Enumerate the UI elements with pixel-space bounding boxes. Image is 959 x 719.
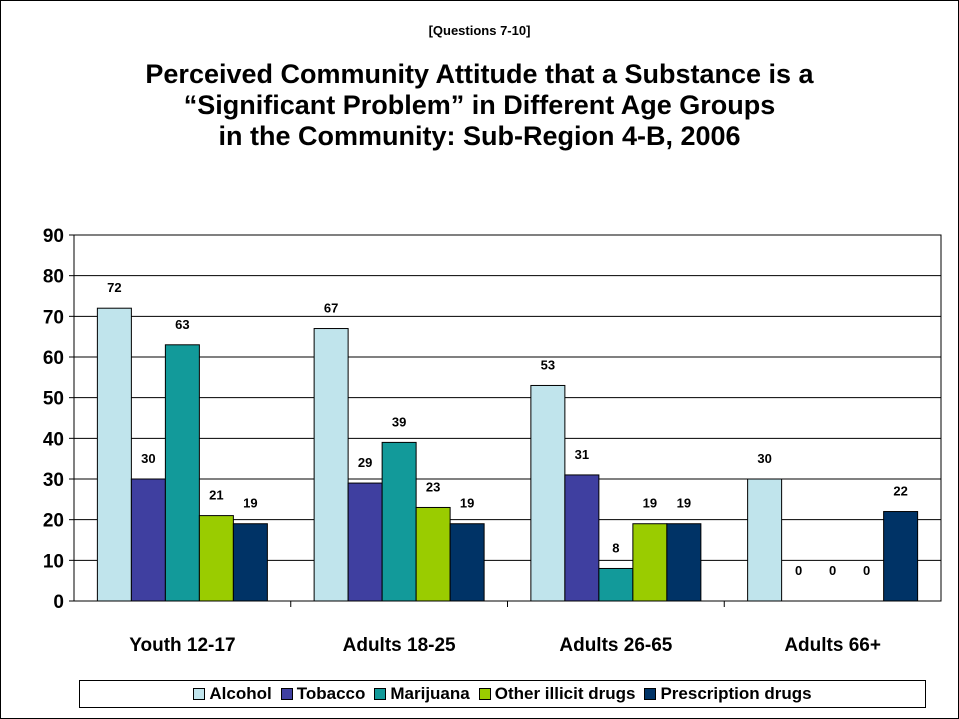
data-label-tobacco-youth-12-17: 30 xyxy=(141,451,155,466)
bar-tobacco-adults-18-25 xyxy=(347,482,383,602)
data-label-prescription-drugs-youth-12-17: 19 xyxy=(243,496,257,511)
y-tick-label-70: 70 xyxy=(43,307,64,328)
data-label-alcohol-adults-66: 30 xyxy=(757,451,771,466)
data-label-alcohol-youth-12-17: 72 xyxy=(107,280,121,295)
data-label-marijuana-adults-26-65: 8 xyxy=(612,540,619,555)
data-label-marijuana-youth-12-17: 63 xyxy=(175,317,189,332)
y-tick-label-90: 90 xyxy=(43,226,64,247)
legend-label-tobacco: Tobacco xyxy=(296,684,366,703)
legend-swatch-prescription-drugs xyxy=(644,688,657,700)
data-label-alcohol-adults-18-25: 67 xyxy=(324,301,338,316)
legend-label-other-illicit-drugs: Other illicit drugs xyxy=(494,684,636,703)
bar-prescription-drugs-adults-26-65 xyxy=(666,523,702,602)
legend-item-other-illicit-drugs: Other illicit drugs xyxy=(478,684,636,704)
data-label-other-illicit-drugs-adults-18-25: 23 xyxy=(426,479,440,494)
y-tick-label-80: 80 xyxy=(43,267,64,288)
chart-title-line-1: Perceived Community Attitude that a Subs… xyxy=(145,59,814,89)
bar-alcohol-adults-18-25 xyxy=(313,328,349,602)
bar-marijuana-adults-18-25 xyxy=(381,441,417,602)
x-tick-label-youth-12-17: Youth 12-17 xyxy=(129,635,235,656)
data-label-other-illicit-drugs-youth-12-17: 21 xyxy=(209,488,223,503)
bar-prescription-drugs-adults-18-25 xyxy=(449,523,485,602)
bar-other-illicit-drugs-youth-12-17 xyxy=(198,515,234,602)
data-label-marijuana-adults-66: 0 xyxy=(829,563,836,578)
y-tick-label-20: 20 xyxy=(43,511,64,532)
x-tick-label-adults-66: Adults 66+ xyxy=(784,635,881,656)
y-tick-label-10: 10 xyxy=(43,551,64,572)
bar-other-illicit-drugs-adults-26-65 xyxy=(632,523,668,602)
legend-item-marijuana: Marijuana xyxy=(374,684,470,704)
legend-item-prescription-drugs: Prescription drugs xyxy=(644,684,812,704)
chart-title-line-3: in the Community: Sub-Region 4-B, 2006 xyxy=(218,121,741,151)
y-tick-label-50: 50 xyxy=(43,389,64,410)
data-label-tobacco-adults-26-65: 31 xyxy=(575,447,589,462)
legend-item-alcohol: Alcohol xyxy=(193,684,272,704)
legend-swatch-tobacco xyxy=(280,688,293,700)
bar-marijuana-youth-12-17 xyxy=(164,344,200,602)
legend-item-tobacco: Tobacco xyxy=(280,684,366,704)
legend-label-marijuana: Marijuana xyxy=(390,684,470,703)
bar-alcohol-adults-26-65 xyxy=(530,384,566,602)
data-label-other-illicit-drugs-adults-66: 0 xyxy=(863,563,870,578)
legend-label-alcohol: Alcohol xyxy=(209,684,272,703)
data-label-tobacco-adults-18-25: 29 xyxy=(358,455,372,470)
bar-prescription-drugs-adults-66 xyxy=(883,511,919,602)
y-tick-label-60: 60 xyxy=(43,348,64,369)
legend-label-prescription-drugs: Prescription drugs xyxy=(660,684,812,703)
chart-legend: Alcohol Tobacco Marijuana Other illicit … xyxy=(79,680,926,708)
chart-title-line-2: “Significant Problem” in Different Age G… xyxy=(183,90,776,120)
bar-marijuana-adults-26-65 xyxy=(598,567,634,602)
chart-subtitle: [Questions 7-10] xyxy=(428,23,531,38)
legend-swatch-marijuana xyxy=(374,688,387,700)
y-tick-label-0: 0 xyxy=(53,592,64,613)
chart-title: Perceived Community Attitude that a Subs… xyxy=(1,59,958,152)
bar-prescription-drugs-youth-12-17 xyxy=(232,523,268,602)
bar-alcohol-adults-66 xyxy=(747,478,783,602)
data-label-alcohol-adults-26-65: 53 xyxy=(541,357,555,372)
data-label-other-illicit-drugs-adults-26-65: 19 xyxy=(643,496,657,511)
data-label-marijuana-adults-18-25: 39 xyxy=(392,414,406,429)
y-tick-label-30: 30 xyxy=(43,470,64,491)
legend-swatch-other-illicit-drugs xyxy=(478,688,491,700)
bar-alcohol-youth-12-17 xyxy=(96,307,132,602)
bar-tobacco-youth-12-17 xyxy=(130,478,166,602)
data-label-prescription-drugs-adults-26-65: 19 xyxy=(677,496,691,511)
legend-swatch-alcohol xyxy=(193,688,206,700)
bar-tobacco-adults-26-65 xyxy=(564,474,600,602)
data-label-prescription-drugs-adults-18-25: 19 xyxy=(460,496,474,511)
data-label-tobacco-adults-66: 0 xyxy=(795,563,802,578)
y-tick-label-40: 40 xyxy=(43,429,64,450)
x-tick-label-adults-18-25: Adults 18-25 xyxy=(343,635,456,656)
data-label-prescription-drugs-adults-66: 22 xyxy=(893,484,907,499)
x-tick-label-adults-26-65: Adults 26-65 xyxy=(559,635,672,656)
bar-other-illicit-drugs-adults-18-25 xyxy=(415,506,451,602)
